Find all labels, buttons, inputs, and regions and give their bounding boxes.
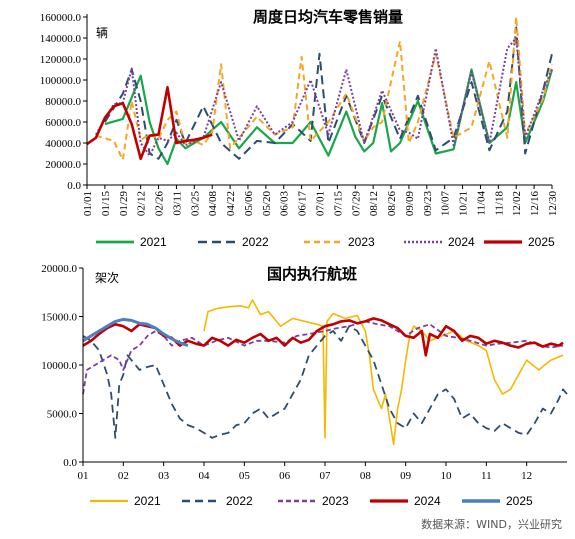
sales-x-axis: 01/01 01/15 01/29 02/12 02/26 03/11 03/25 04/08…: [82, 185, 559, 216]
x-tick-label: 02: [118, 470, 129, 482]
series-line-2025: [86, 86, 213, 161]
series-line-2021: [203, 299, 564, 446]
legend-label-2022: 2022: [242, 235, 269, 249]
x-tick-label: 07/01: [315, 191, 327, 216]
sales-y-axis: 160000.0 140000.0 120000.0 100000.0 80000.0 6…: [40, 12, 87, 192]
x-tick-label: 01/15: [100, 191, 112, 217]
x-tick-label: 03: [158, 470, 170, 482]
y-tick-label: 0.0: [67, 180, 81, 192]
flights-legend: 2021 2022 2023 2024 2025: [90, 494, 533, 508]
series-line-2023: [95, 16, 553, 161]
x-tick-label: 04/22: [225, 191, 237, 216]
legend-label-2025: 2025: [528, 235, 555, 249]
y-tick-label: 15000.0: [41, 312, 77, 324]
series-line-2022: [104, 26, 553, 160]
flights-chart-title: 国内执行航班: [267, 265, 357, 283]
x-tick-label: 01: [78, 470, 89, 482]
x-tick-label: 11/18: [493, 191, 505, 216]
x-tick-label: 10/07: [440, 191, 452, 217]
y-tick-label: 160000.0: [40, 12, 82, 24]
x-tick-label: 03/25: [189, 191, 201, 217]
y-tick-label: 5000.0: [47, 409, 78, 421]
x-tick-label: 09: [400, 470, 412, 482]
x-tick-label: 04: [199, 470, 211, 482]
x-tick-label: 09/09: [404, 191, 416, 217]
flights-x-axis: 01 02 03 04 05 06 07 08 09 10 11 12: [78, 462, 532, 482]
x-tick-label: 07: [320, 470, 332, 482]
x-tick-label: 07/29: [350, 191, 362, 217]
flights-series: [82, 299, 568, 446]
x-tick-label: 11: [481, 470, 492, 482]
series-line-2023: [82, 320, 564, 395]
x-tick-label: 06: [279, 470, 291, 482]
y-tick-label: 120000.0: [40, 54, 82, 66]
y-tick-label: 10000.0: [41, 360, 77, 372]
x-tick-label: 08/12: [368, 191, 380, 216]
x-tick-label: 12: [521, 470, 532, 482]
x-tick-label: 05: [239, 470, 251, 482]
y-tick-label: 0.0: [63, 457, 77, 469]
legend-label-2021: 2021: [134, 494, 161, 508]
legend-label-2021: 2021: [140, 235, 167, 249]
x-tick-label: 03/11: [171, 191, 183, 216]
x-tick-label: 05/20: [261, 191, 273, 217]
legend-label-2023: 2023: [348, 235, 375, 249]
x-tick-label: 12/16: [529, 191, 541, 217]
y-tick-label: 60000.0: [45, 117, 81, 129]
series-line-2025: [82, 317, 189, 348]
legend-label-2023: 2023: [322, 494, 349, 508]
flights-chart-unit: 架次: [95, 271, 119, 285]
legend-label-2022: 2022: [226, 494, 253, 508]
legend-label-2024: 2024: [414, 494, 441, 508]
y-tick-label: 40000.0: [45, 138, 81, 150]
x-tick-label: 11/04: [475, 191, 487, 216]
y-tick-label: 20000.0: [41, 263, 77, 275]
x-tick-label: 01/01: [82, 191, 94, 216]
x-tick-label: 10: [441, 470, 453, 482]
y-tick-label: 100000.0: [40, 75, 82, 87]
x-tick-label: 05/06: [243, 191, 255, 217]
series-line-2024: [95, 37, 553, 157]
sales-chart-title: 周度日均汽车零售销量: [253, 8, 403, 26]
x-tick-label: 06/03: [279, 191, 291, 217]
x-tick-label: 02/26: [154, 191, 166, 217]
x-tick-label: 09/23: [422, 191, 434, 217]
x-tick-label: 06/17: [297, 191, 309, 217]
y-tick-label: 140000.0: [40, 33, 82, 45]
x-tick-label: 08/26: [386, 191, 398, 217]
flights-chart: 国内执行航班 架次 20000.0 15000.0 10000.0 5000.0 0.0…: [41, 263, 568, 508]
series-line-2022: [82, 325, 568, 439]
x-tick-label: 10/21: [458, 191, 470, 216]
x-tick-label: 04/08: [207, 191, 219, 217]
legend-label-2024: 2024: [448, 235, 475, 249]
x-tick-label: 02/12: [136, 191, 148, 216]
sales-chart: 周度日均汽车零售销量 辆 160000.0 140000.0 120000.0 100…: [40, 8, 559, 249]
x-tick-label: 12/30: [547, 191, 559, 217]
x-tick-label: 01/29: [118, 191, 130, 217]
flights-y-axis: 20000.0 15000.0 10000.0 5000.0 0.0: [41, 263, 83, 469]
x-tick-label: 08: [360, 470, 372, 482]
sales-series: [86, 16, 554, 166]
legend-label-2025: 2025: [506, 494, 533, 508]
x-tick-label: 07/15: [332, 191, 344, 217]
x-tick-label: 12/02: [511, 191, 523, 216]
sales-legend: 2021 2022 2023 2024 2025: [96, 235, 555, 249]
sales-chart-unit: 辆: [96, 26, 108, 40]
y-tick-label: 20000.0: [45, 159, 81, 171]
data-source: 数据来源：WIND，兴业研究: [421, 517, 562, 531]
y-tick-label: 80000.0: [45, 96, 81, 108]
